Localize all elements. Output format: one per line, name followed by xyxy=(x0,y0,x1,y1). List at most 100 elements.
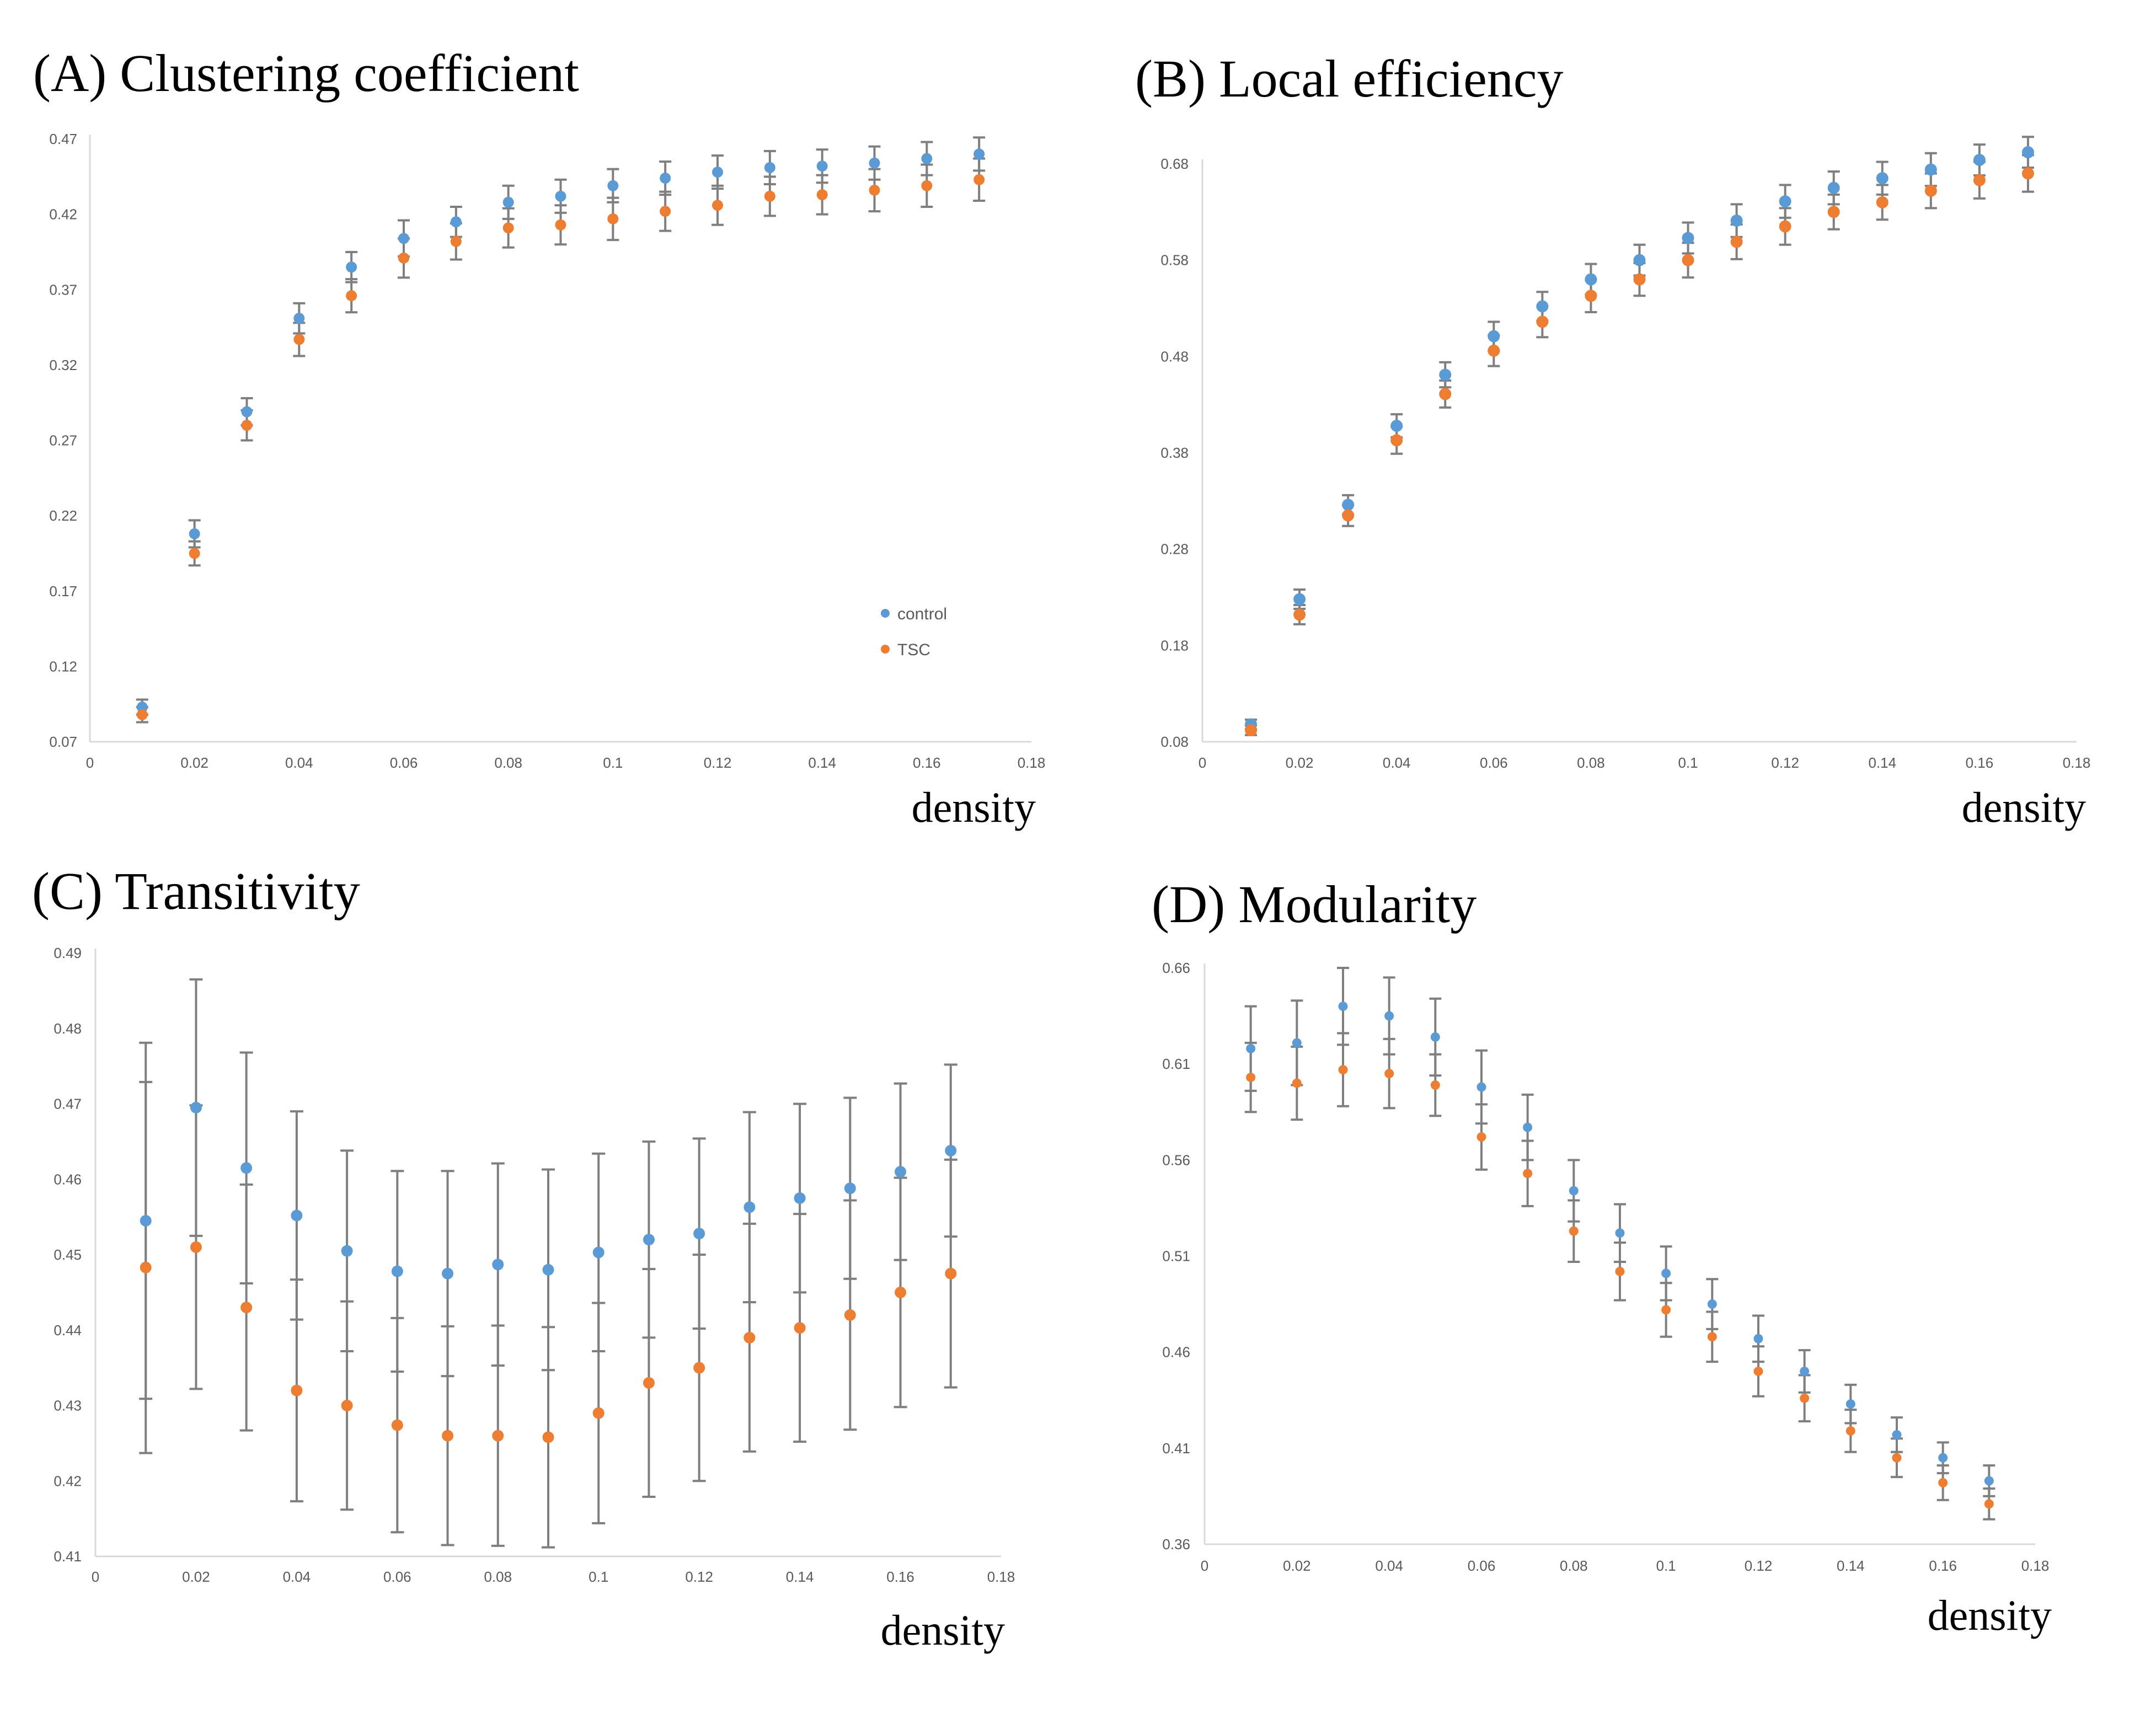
data-point-tsc xyxy=(1876,196,1888,208)
x-tick-label: 0.08 xyxy=(484,1569,512,1585)
x-tick-label: 0.1 xyxy=(589,1569,608,1585)
y-tick-label: 0.68 xyxy=(1160,156,1189,172)
data-point-control xyxy=(492,1259,504,1271)
legend-marker xyxy=(881,609,890,618)
x-tick-label: 0.14 xyxy=(808,754,836,771)
data-point-control xyxy=(660,173,671,184)
data-point-tsc xyxy=(1342,509,1355,522)
data-point-tsc xyxy=(660,206,671,217)
x-axis-label: density xyxy=(912,783,1036,831)
data-point-control xyxy=(1585,273,1597,286)
data-point-control xyxy=(1779,195,1791,208)
x-tick-label: 0.12 xyxy=(704,754,732,771)
y-tick-label: 0.43 xyxy=(54,1398,82,1414)
data-point-tsc xyxy=(502,222,514,234)
x-tick-label: 0.12 xyxy=(1771,754,1799,771)
y-tick-label: 0.22 xyxy=(49,507,77,524)
data-point-control xyxy=(190,1101,202,1114)
data-point-tsc xyxy=(592,1407,604,1419)
y-tick-label: 0.32 xyxy=(49,357,77,373)
x-tick-label: 0.1 xyxy=(1656,1557,1676,1574)
data-point-control xyxy=(794,1192,806,1204)
x-tick-label: 0.16 xyxy=(913,754,941,771)
data-point-control xyxy=(346,261,357,273)
data-point-tsc xyxy=(1430,1080,1440,1090)
data-point-tsc xyxy=(542,1431,554,1443)
data-point-control xyxy=(136,702,148,713)
y-tick-label: 0.66 xyxy=(1162,960,1190,976)
x-tick-label: 0.16 xyxy=(886,1569,914,1585)
y-tick-label: 0.56 xyxy=(1162,1152,1190,1168)
chart-title: (B) Local efficiency xyxy=(1135,49,1563,108)
x-tick-label: 0.08 xyxy=(1560,1557,1588,1574)
y-tick-label: 0.37 xyxy=(49,281,77,298)
x-tick-label: 0.02 xyxy=(180,754,208,771)
x-tick-label: 0.18 xyxy=(2063,754,2091,771)
x-tick-label: 0 xyxy=(92,1569,99,1585)
y-tick-label: 0.27 xyxy=(49,432,77,449)
data-point-control xyxy=(764,162,775,173)
data-point-control xyxy=(921,153,933,164)
legend-marker xyxy=(881,645,890,654)
data-point-control xyxy=(592,1246,604,1259)
data-point-tsc xyxy=(1569,1226,1579,1236)
data-point-control xyxy=(1924,163,1937,176)
y-tick-label: 0.36 xyxy=(1162,1536,1190,1553)
data-point-tsc xyxy=(291,1384,303,1396)
chart-panel-c: (C) Transitivity 0.41 0.42 0.43 0.44 0.45 0.46… xyxy=(32,861,1015,1654)
y-tick-label: 0.48 xyxy=(1160,348,1189,365)
x-axis-label: density xyxy=(1962,783,2086,831)
x-tick-label: 0 xyxy=(1199,754,1206,771)
data-point-control xyxy=(1439,368,1452,381)
y-tick-label: 0.47 xyxy=(54,1096,82,1112)
x-tick-label: 0.02 xyxy=(1283,1557,1311,1574)
data-point-tsc xyxy=(1536,315,1549,328)
data-point-control xyxy=(1973,154,1986,167)
data-point-control xyxy=(1800,1367,1810,1376)
data-point-tsc xyxy=(1523,1169,1533,1179)
data-point-tsc xyxy=(555,219,566,231)
data-point-control xyxy=(844,1182,856,1195)
x-tick-label: 0.1 xyxy=(603,754,623,771)
data-point-tsc xyxy=(1384,1069,1394,1079)
data-point-tsc xyxy=(1779,220,1791,233)
data-point-control xyxy=(293,313,305,324)
data-point-tsc xyxy=(1292,1078,1302,1088)
x-tick-label: 0.06 xyxy=(1468,1557,1496,1574)
data-point-control xyxy=(1827,181,1840,194)
data-point-tsc xyxy=(1892,1453,1902,1463)
x-tick-label: 0.14 xyxy=(1868,754,1896,771)
data-point-control xyxy=(1938,1453,1948,1463)
data-point-control xyxy=(1984,1476,1994,1486)
data-point-control xyxy=(895,1166,907,1178)
data-point-tsc xyxy=(391,1419,403,1431)
data-point-tsc xyxy=(743,1331,756,1343)
data-point-tsc xyxy=(712,200,723,211)
data-point-tsc xyxy=(1293,608,1306,621)
data-point-tsc xyxy=(2021,167,2034,180)
x-tick-label: 0.18 xyxy=(1018,754,1046,771)
data-point-tsc xyxy=(190,1241,202,1253)
data-point-tsc xyxy=(1753,1367,1763,1376)
chart-title: (C) Transitivity xyxy=(32,861,360,920)
data-point-control xyxy=(1682,232,1694,244)
x-tick-label: 0.16 xyxy=(1966,754,1994,771)
data-point-control xyxy=(712,167,723,178)
data-point-tsc xyxy=(1682,254,1694,266)
x-tick-label: 0.08 xyxy=(1577,754,1605,771)
data-point-tsc xyxy=(1845,1426,1855,1436)
y-tick-label: 0.07 xyxy=(49,734,77,750)
x-tick-label: 0.04 xyxy=(285,754,313,771)
data-point-control xyxy=(240,1162,253,1174)
data-point-control xyxy=(743,1201,756,1213)
data-point-tsc xyxy=(1800,1393,1810,1403)
data-point-control xyxy=(1633,254,1646,266)
data-point-tsc xyxy=(1827,206,1840,218)
data-point-tsc xyxy=(1245,724,1258,737)
data-point-tsc xyxy=(844,1309,856,1321)
y-tick-label: 0.47 xyxy=(49,131,77,147)
data-point-tsc xyxy=(1661,1305,1671,1315)
data-point-tsc xyxy=(1476,1132,1486,1142)
y-tick-label: 0.12 xyxy=(49,658,77,675)
data-point-tsc xyxy=(693,1362,705,1374)
